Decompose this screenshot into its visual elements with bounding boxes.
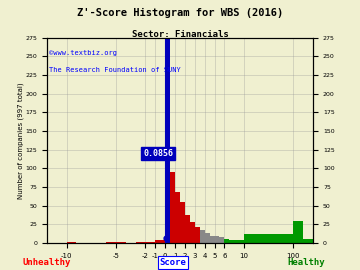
Bar (185, 215, 190, 243)
Bar (220, 237, 224, 243)
Bar (155, 240, 165, 243)
Bar (136, 242, 145, 243)
Text: ©www.textbiz.org: ©www.textbiz.org (49, 50, 117, 56)
Bar (165, 38, 170, 243)
Text: Healthy: Healthy (287, 258, 325, 267)
Bar (180, 202, 185, 243)
Bar (67, 242, 76, 243)
Bar (195, 227, 200, 243)
Bar (106, 241, 116, 243)
Bar (224, 238, 229, 243)
Text: Unhealthy: Unhealthy (23, 258, 71, 267)
Text: Sector: Financials: Sector: Financials (132, 30, 228, 39)
Bar (293, 221, 303, 243)
Y-axis label: Number of companies (997 total): Number of companies (997 total) (17, 82, 24, 199)
Bar (244, 234, 293, 243)
Bar (210, 235, 215, 243)
Bar (229, 240, 244, 243)
Bar (205, 232, 210, 243)
Text: 0.0856: 0.0856 (143, 149, 173, 158)
Bar (190, 222, 195, 243)
Bar (116, 242, 126, 243)
Bar (303, 238, 313, 243)
Bar (200, 230, 205, 243)
Bar (170, 172, 175, 243)
Text: The Research Foundation of SUNY: The Research Foundation of SUNY (49, 66, 181, 73)
Bar (215, 236, 220, 243)
Text: Z'-Score Histogram for WBS (2016): Z'-Score Histogram for WBS (2016) (77, 8, 283, 18)
Bar (145, 241, 155, 243)
Text: Score: Score (159, 258, 186, 267)
Bar (175, 192, 180, 243)
